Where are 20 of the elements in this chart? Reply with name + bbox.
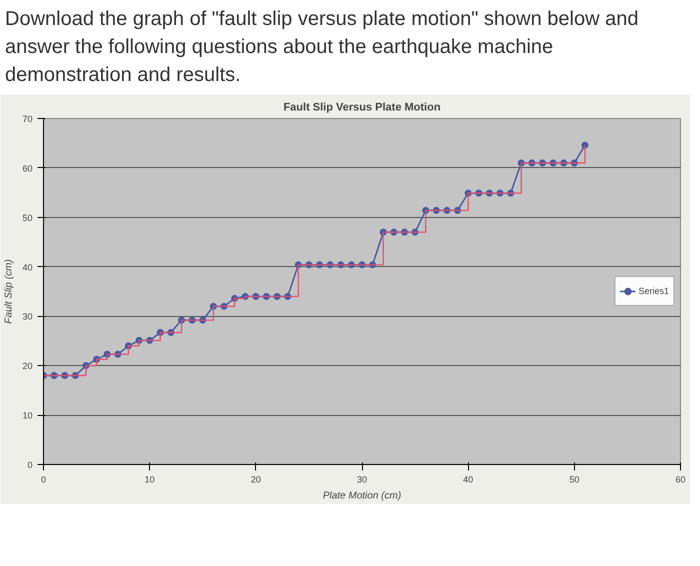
x-tick-label: 50 — [569, 474, 580, 484]
y-tick-label: 0 — [27, 460, 33, 470]
y-tick-label: 20 — [22, 361, 33, 372]
y-tick-label: 50 — [22, 212, 33, 223]
y-tick-label: 40 — [22, 262, 33, 272]
x-tick-label: 0 — [40, 474, 46, 484]
y-tick-label: 30 — [22, 312, 33, 322]
x-tick-label: 20 — [250, 474, 261, 484]
y-tick-label: 70 — [22, 114, 33, 124]
x-axis-title: Plate Motion (cm) — [322, 490, 402, 502]
text: Download the graph of "fault slip versus plate motion" shown below and answer the following questions about the earthquake machine demonstration and results. — [5, 7, 640, 88]
chart-title: Fault Slip Versus Plate Motion — [283, 102, 441, 114]
x-tick-label: 30 — [356, 474, 368, 484]
x-tick-label: 60 — [675, 474, 686, 484]
y-axis-title: Fault Slip (cm) — [3, 259, 14, 324]
y-tick-label: 10 — [22, 410, 33, 421]
x-tick-label: 10 — [144, 474, 155, 484]
x-tick-label: 40 — [463, 474, 474, 484]
y-tick-label: 60 — [22, 163, 33, 174]
legend-label: Series1 — [638, 286, 669, 296]
